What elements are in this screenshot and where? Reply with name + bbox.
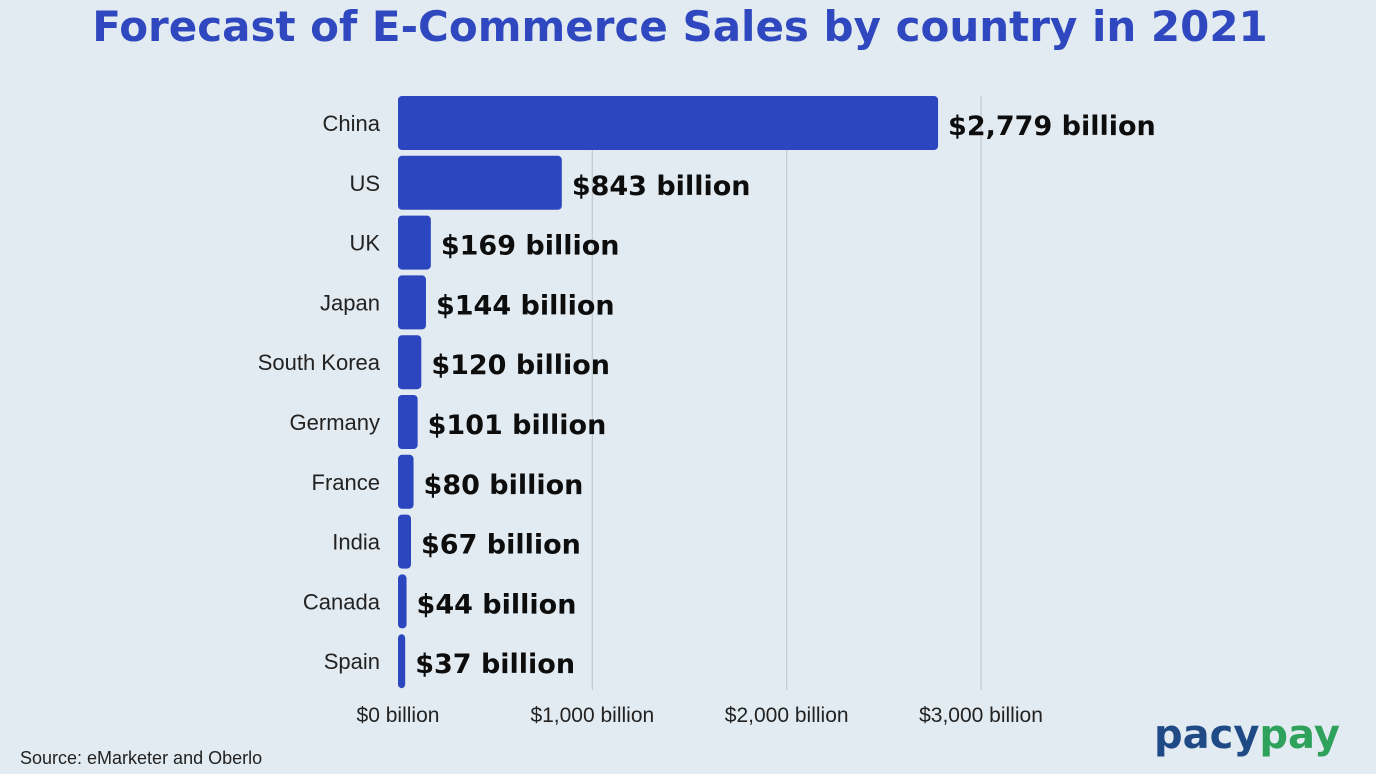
x-tick-label: $1,000 billion xyxy=(530,704,654,727)
value-label: $120 billion xyxy=(431,350,610,381)
logo-part-2: pay xyxy=(1259,712,1340,758)
bar xyxy=(398,155,562,210)
value-label: $37 billion xyxy=(415,649,575,680)
category-label: China xyxy=(323,111,381,136)
bar xyxy=(398,335,422,390)
category-label: Spain xyxy=(324,649,380,674)
x-tick-label: $0 billion xyxy=(357,704,440,727)
value-label: $169 billion xyxy=(441,231,620,262)
value-label: $2,779 billion xyxy=(948,111,1156,142)
value-label: $843 billion xyxy=(572,171,751,202)
bar xyxy=(398,275,426,330)
category-label: UK xyxy=(349,231,380,256)
value-label: $101 billion xyxy=(428,410,607,441)
logo-part-1: pacy xyxy=(1154,712,1260,758)
value-label: $144 billion xyxy=(436,290,615,321)
bar xyxy=(398,395,418,449)
value-label: $67 billion xyxy=(421,530,581,561)
pacypay-logo: pacypay xyxy=(1154,712,1340,758)
bar xyxy=(398,96,939,150)
category-label: South Korea xyxy=(258,350,381,375)
page-title: Forecast of E-Commerce Sales by country … xyxy=(92,2,1268,51)
category-label: India xyxy=(332,530,380,555)
bar xyxy=(398,574,407,629)
bar xyxy=(398,514,412,569)
bar xyxy=(398,634,406,689)
bars xyxy=(398,96,939,689)
labels: $0 billion $1,000 billion $2,000 billion $3… xyxy=(258,111,1156,727)
category-label: US xyxy=(349,171,380,196)
grid-lines xyxy=(591,96,982,690)
bar xyxy=(398,454,414,509)
category-label: France xyxy=(312,470,380,495)
source-note: Source: eMarketer and Oberlo xyxy=(20,748,263,768)
category-label: Germany xyxy=(290,410,380,435)
value-label: $44 billion xyxy=(417,589,577,620)
category-label: Japan xyxy=(320,290,380,315)
x-tick-label: $3,000 billion xyxy=(919,704,1043,727)
x-tick-label: $2,000 billion xyxy=(725,704,849,727)
bar xyxy=(398,215,431,270)
value-label: $80 billion xyxy=(424,470,584,501)
category-label: Canada xyxy=(303,589,381,614)
